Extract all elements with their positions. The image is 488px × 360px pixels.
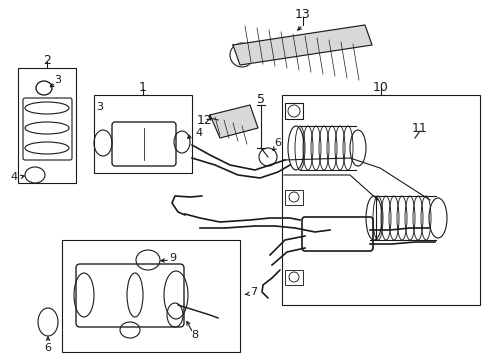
Text: 7: 7 bbox=[249, 287, 257, 297]
Text: 4: 4 bbox=[195, 128, 202, 138]
Polygon shape bbox=[209, 105, 258, 138]
Text: 11: 11 bbox=[411, 122, 427, 135]
Text: 8: 8 bbox=[191, 330, 198, 340]
Text: 9: 9 bbox=[169, 253, 176, 263]
Text: 6: 6 bbox=[274, 138, 281, 148]
Text: 6: 6 bbox=[44, 343, 51, 353]
Text: 3: 3 bbox=[96, 102, 103, 112]
Text: 4: 4 bbox=[11, 172, 18, 182]
Text: 12: 12 bbox=[197, 113, 212, 126]
Text: 13: 13 bbox=[295, 8, 310, 21]
Bar bbox=[94, 95, 192, 173]
Text: 2: 2 bbox=[43, 54, 51, 67]
Text: 10: 10 bbox=[372, 81, 388, 94]
Text: 5: 5 bbox=[257, 93, 264, 105]
Bar bbox=[62, 240, 240, 352]
Bar bbox=[282, 95, 479, 305]
Text: 3: 3 bbox=[54, 75, 61, 85]
Bar bbox=[18, 68, 76, 183]
Text: 1: 1 bbox=[139, 81, 146, 94]
Polygon shape bbox=[232, 25, 371, 65]
